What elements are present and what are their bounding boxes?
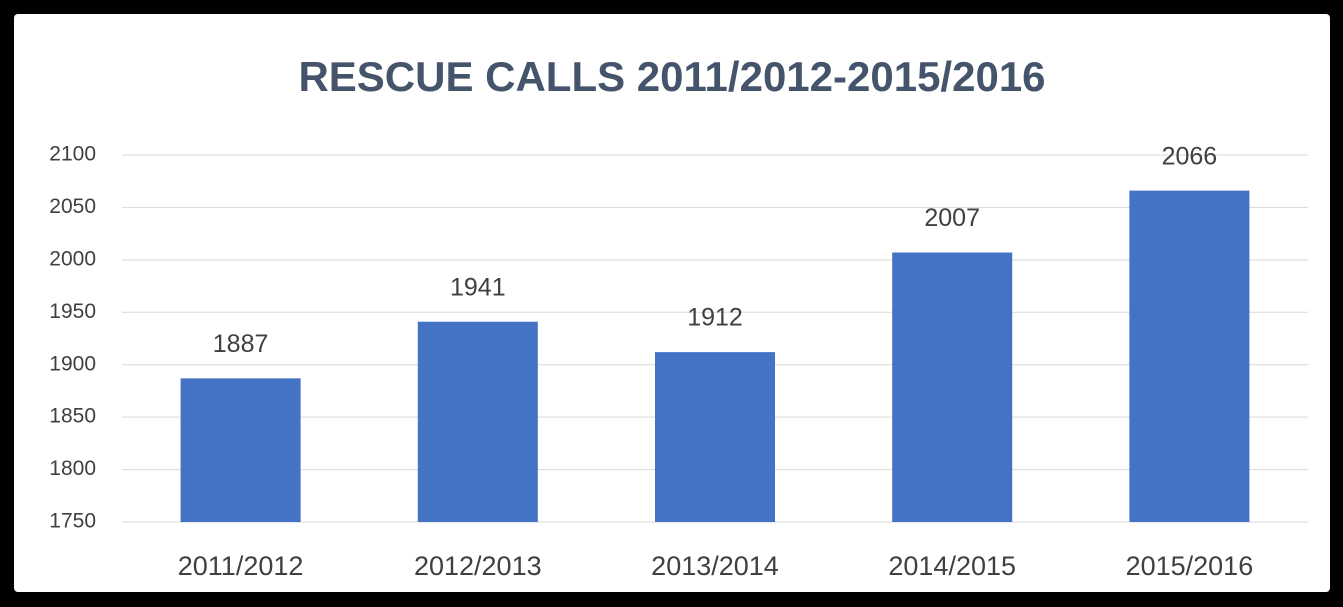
data-label: 1941	[450, 273, 506, 301]
x-tick-label: 2011/2012	[178, 551, 304, 581]
y-tick-label: 1850	[49, 405, 96, 428]
bar	[654, 352, 776, 522]
y-tick-label: 1800	[49, 457, 96, 480]
bar	[892, 252, 1013, 522]
x-tick-label: 2013/2014	[651, 551, 779, 581]
y-tick-label: 1900	[49, 352, 96, 375]
chart-title: RESCUE CALLS 2011/2012-2015/2016	[298, 53, 1045, 100]
data-label: 2066	[1162, 142, 1218, 170]
x-tick-label: 2014/2015	[888, 551, 1016, 581]
bar	[180, 378, 301, 522]
y-tick-label: 1950	[49, 300, 96, 323]
y-tick-label: 2050	[49, 195, 96, 218]
data-label: 1912	[687, 304, 743, 332]
y-tick-label: 2000	[49, 247, 96, 270]
x-tick-label: 2012/2013	[414, 551, 542, 581]
data-label: 2007	[924, 204, 980, 232]
bar	[1129, 190, 1250, 522]
x-tick-label: 2015/2016	[1126, 551, 1254, 581]
data-label: 1887	[213, 330, 269, 358]
bar	[417, 321, 538, 522]
y-tick-label: 2100	[49, 143, 96, 166]
y-tick-label: 1750	[49, 510, 96, 533]
